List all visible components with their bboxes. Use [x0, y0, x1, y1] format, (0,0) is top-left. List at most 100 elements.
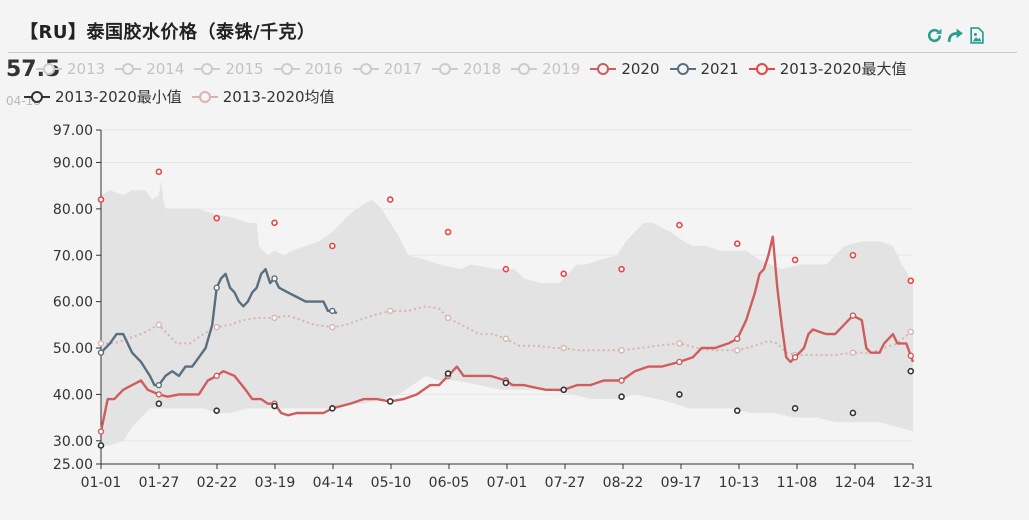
series-point-2013-2020- [444, 228, 452, 236]
series-point-2013-2020- [676, 391, 683, 398]
series-point-2013-2020- [618, 347, 625, 354]
series-point-2013-2020- [387, 307, 394, 315]
legend-swatch [115, 62, 142, 75]
series-point-2013-2020- [849, 349, 857, 356]
legend-swatch [36, 62, 62, 75]
series-point-2021 [271, 275, 278, 282]
x-tick-label: 03-19 [255, 475, 296, 491]
series-point-2013-2020- [849, 409, 857, 417]
title-divider [8, 52, 1017, 53]
legend-label: 2015 [225, 59, 264, 78]
series-point-2013-2020- [444, 314, 452, 322]
legend-label: 2013 [67, 59, 106, 78]
series-point-2013-2020- [97, 340, 105, 347]
legend-label: 2013-2020均值 [222, 88, 335, 106]
legend-item-2015[interactable]: 2015 [194, 59, 264, 78]
legend-item-2013-2020--11[interactable]: 2013-2020均值 [191, 86, 335, 107]
y-tick-label: 70.00 [53, 248, 93, 264]
legend-item-2018[interactable]: 2018 [431, 59, 502, 78]
series-point-2013-2020- [791, 256, 799, 264]
series-point-2021 [155, 381, 163, 389]
legend-swatch [748, 62, 775, 75]
series-point-2020 [155, 391, 163, 398]
series-point-2013-2020- [618, 265, 625, 273]
series-point-2013-2020- [791, 405, 799, 412]
series-point-2020 [849, 312, 857, 319]
legend-item-2019[interactable]: 2019 [511, 60, 580, 78]
legend-row-1: 2013 2014 2015 2016 2017 2018 2019 2020 2021 2013… [36, 58, 916, 79]
series-point-2020 [213, 372, 220, 380]
legend-swatch [352, 62, 379, 75]
series-point-2013-2020- [155, 321, 163, 329]
x-tick-label: 05-10 [371, 475, 412, 491]
y-tick-label: 97.00 [53, 123, 93, 139]
y-tick-label: 80.00 [53, 202, 93, 218]
chart-toolbar [926, 27, 985, 44]
legend-swatch [194, 62, 221, 75]
series-point-2020 [676, 358, 683, 366]
y-tick-label: 30.00 [53, 434, 93, 450]
x-tick-label: 10-13 [719, 475, 760, 491]
save-image-icon[interactable] [968, 27, 985, 44]
legend-label: 2013-2020最大值 [779, 60, 907, 78]
legend-item-2017[interactable]: 2017 [352, 60, 422, 78]
legend-item-2021[interactable]: 2021 [669, 60, 739, 78]
x-tick-label: 08-22 [603, 475, 644, 491]
legend-label: 2018 [462, 59, 502, 78]
y-tick-label: 40.00 [53, 387, 93, 403]
series-line-2013-2020- [101, 305, 912, 356]
series-point-2020 [734, 335, 741, 342]
legend-label: 2019 [542, 59, 581, 78]
x-tick-label: 02-22 [197, 475, 238, 491]
series-point-2013-2020- [907, 367, 915, 375]
series-point-2013-2020- [733, 407, 741, 414]
series-point-2020 [907, 352, 914, 359]
legend-item-2013[interactable]: 2013 [36, 60, 105, 78]
series-point-2013-2020- [560, 270, 568, 278]
x-tick-label: 12-04 [835, 475, 876, 491]
legend-item-2020[interactable]: 2020 [590, 60, 660, 78]
legend-swatch [511, 62, 538, 75]
legend-item-2013-2020-[interactable]: 2013-2020最大值 [748, 58, 907, 79]
series-point-2013-2020- [849, 251, 857, 259]
series-point-2013-2020- [271, 402, 278, 410]
legend-row-2: 2013-2020最小值 2013-2020均值 [24, 86, 345, 107]
series-point-2013-2020- [676, 340, 683, 347]
share-icon[interactable] [947, 27, 964, 44]
legend-label: 2014 [146, 59, 185, 78]
y-tick-label: 60.00 [53, 295, 93, 311]
series-point-2013-2020- [329, 242, 336, 250]
series-point-2013-2020- [907, 328, 914, 335]
legend-item-2014[interactable]: 2014 [115, 60, 184, 78]
series-point-2021 [329, 307, 336, 315]
x-tick-label: 07-01 [487, 475, 528, 491]
x-tick-label: 09-17 [661, 475, 702, 491]
series-point-2013-2020- [560, 386, 568, 394]
refresh-icon[interactable] [926, 27, 943, 44]
legend-item-2016[interactable]: 2016 [273, 59, 343, 78]
legend-swatch [669, 62, 696, 75]
legend-label: 2013-2020最小值 [55, 88, 182, 106]
series-point-2013-2020- [444, 370, 452, 377]
legend-swatch [431, 62, 458, 75]
series-point-2013-2020- [97, 442, 105, 449]
series-point-2013-2020- [97, 196, 105, 203]
series-point-2013-2020- [329, 323, 336, 331]
y-tick-label: 90.00 [53, 155, 93, 171]
series-point-2013-2020- [386, 196, 394, 203]
series-point-2020 [618, 377, 625, 384]
series-point-2013-2020- [329, 405, 336, 412]
series-point-2020 [791, 354, 799, 361]
series-point-2013-2020- [502, 265, 510, 273]
series-point-2013-2020- [155, 168, 163, 176]
series-point-2021 [213, 284, 220, 291]
legend-label: 2016 [304, 59, 343, 78]
legend-swatch [24, 90, 50, 103]
series-point-2013-2020- [213, 323, 220, 331]
x-tick-label: 12-31 [893, 475, 934, 491]
series-point-2013-2020- [271, 314, 278, 322]
legend-item-2013-2020--10[interactable]: 2013-2020最小值 [24, 86, 182, 107]
x-tick-label: 06-05 [429, 475, 470, 491]
legend-swatch [191, 90, 218, 103]
